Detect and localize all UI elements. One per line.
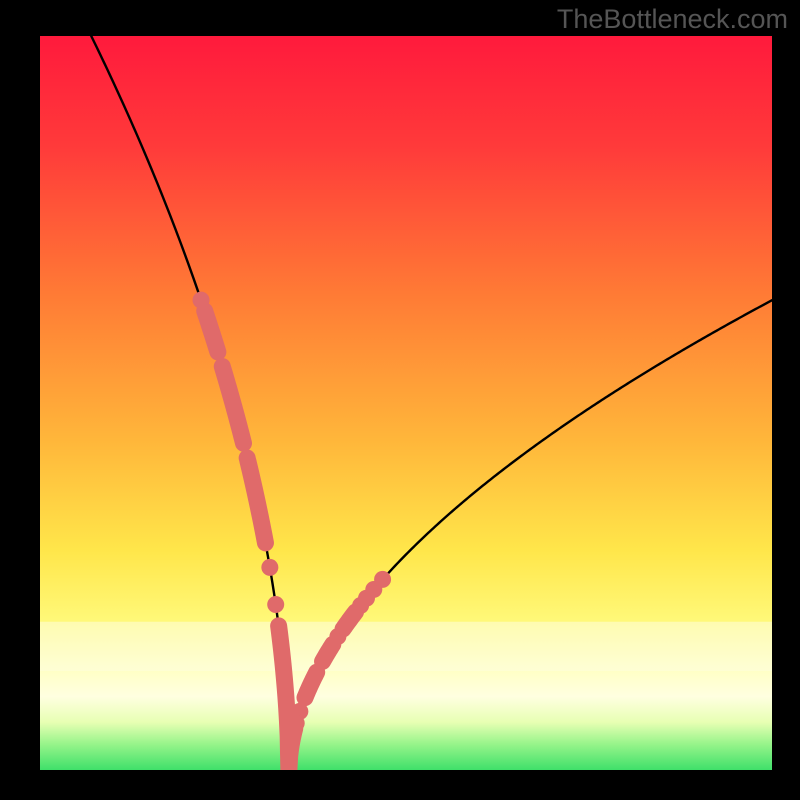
bottleneck-chart (0, 0, 800, 800)
watermark-text: TheBottleneck.com (557, 4, 788, 35)
watermark-label: TheBottleneck.com (557, 4, 788, 34)
chart-stage: TheBottleneck.com (0, 0, 800, 800)
